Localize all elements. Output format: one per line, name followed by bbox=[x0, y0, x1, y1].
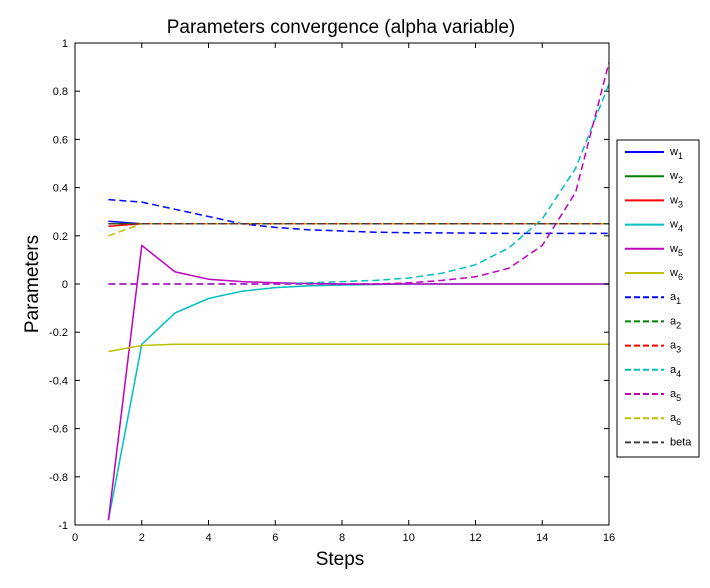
x-tick-label: 8 bbox=[339, 532, 345, 544]
legend-label-name: a bbox=[670, 364, 677, 376]
legend-label: w6 bbox=[669, 267, 683, 282]
y-tick-label: -0.2 bbox=[49, 327, 68, 339]
legend-box bbox=[616, 139, 700, 458]
legend-label-subscript: 4 bbox=[678, 224, 683, 234]
legend-label-subscript: 1 bbox=[676, 296, 681, 306]
y-tick-label: 1 bbox=[62, 38, 68, 50]
legend-label: a2 bbox=[670, 315, 681, 330]
x-tick-label: 2 bbox=[139, 532, 145, 544]
legend-label-subscript: 3 bbox=[678, 199, 683, 209]
legend-label: beta bbox=[670, 436, 692, 448]
legend-label: a3 bbox=[670, 340, 681, 355]
series-line-w6 bbox=[108, 343, 609, 353]
legend-label-name: a bbox=[670, 291, 677, 303]
legend-label-subscript: 5 bbox=[676, 393, 681, 403]
y-tick-label: 0 bbox=[62, 279, 68, 291]
x-tick-label: 4 bbox=[205, 532, 211, 544]
series-line-w5 bbox=[107, 244, 609, 521]
y-axis-label: Parameters bbox=[22, 235, 43, 333]
x-tick-label: 10 bbox=[403, 532, 415, 544]
y-tick-label: 0.4 bbox=[53, 183, 68, 195]
legend-label-subscript: 2 bbox=[678, 175, 683, 185]
x-tick-label: 12 bbox=[469, 532, 481, 544]
legend-label-name: w bbox=[669, 146, 678, 158]
legend-label: w2 bbox=[669, 170, 683, 185]
y-tick-label: -0.6 bbox=[49, 424, 68, 436]
y-tick-label: -0.8 bbox=[49, 472, 68, 484]
legend-label-name: w bbox=[669, 170, 678, 182]
y-axis: -1 -0.8 -0.6 -0.4 -0.2 0 0.2 0.4 0.6 0.8 1 bbox=[49, 38, 609, 532]
legend-label-subscript: 1 bbox=[678, 151, 683, 161]
x-tick-label: 6 bbox=[272, 532, 278, 544]
legend-label-subscript: 5 bbox=[678, 248, 683, 258]
series-line-a6 bbox=[108, 223, 609, 237]
y-tick-label: 0.6 bbox=[53, 134, 68, 146]
chart-title: Parameters convergence (alpha variable) bbox=[167, 17, 516, 38]
x-tick-label: 16 bbox=[603, 532, 615, 544]
legend-label: a6 bbox=[670, 412, 681, 427]
y-tick-label: -1 bbox=[58, 520, 68, 532]
x-tick-label: 14 bbox=[536, 532, 548, 544]
legend-label-subscript: 6 bbox=[678, 272, 683, 282]
legend-label: w1 bbox=[669, 146, 683, 161]
legend-label-name: a bbox=[670, 412, 677, 424]
y-tick-label: 0.2 bbox=[53, 231, 68, 243]
legend-label-subscript: 2 bbox=[676, 320, 681, 330]
y-tick-label: -0.4 bbox=[49, 375, 68, 387]
legend-label-subscript: 4 bbox=[676, 369, 681, 379]
legend-label-name: a bbox=[670, 388, 677, 400]
plot-series bbox=[107, 62, 610, 521]
legend-label: w5 bbox=[669, 243, 683, 258]
legend-label: w4 bbox=[669, 219, 683, 234]
legend-label-name: w bbox=[669, 194, 678, 206]
legend-label-name: w bbox=[669, 243, 678, 255]
legend-label-subscript: 3 bbox=[676, 345, 681, 355]
y-tick-label: 0.8 bbox=[53, 86, 68, 98]
legend-label-name: w bbox=[669, 267, 678, 279]
legend-label-subscript: 6 bbox=[676, 417, 681, 427]
legend-label: w3 bbox=[669, 194, 683, 209]
x-axis-label: Steps bbox=[316, 549, 365, 570]
x-tick-label: 0 bbox=[72, 532, 78, 544]
legend-label-name: a bbox=[670, 340, 677, 352]
series-line-a1 bbox=[108, 198, 609, 235]
legend-label-name: a bbox=[670, 315, 677, 327]
legend-label-name: beta bbox=[670, 436, 692, 448]
legend-label-name: w bbox=[669, 219, 678, 231]
legend-label: a1 bbox=[670, 291, 681, 306]
legend-label: a4 bbox=[670, 364, 681, 379]
x-axis: 0 2 4 6 8 10 12 14 16 bbox=[72, 43, 615, 544]
legend-label: a5 bbox=[670, 388, 681, 403]
series-line-a5 bbox=[108, 62, 610, 285]
